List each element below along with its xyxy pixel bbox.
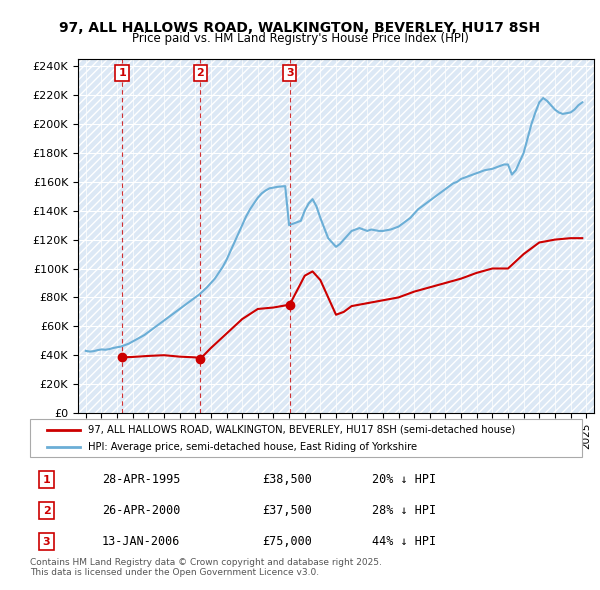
Text: 1: 1 <box>43 474 50 484</box>
Text: 20% ↓ HPI: 20% ↓ HPI <box>372 473 436 486</box>
Text: 13-JAN-2006: 13-JAN-2006 <box>102 535 180 548</box>
Text: 2: 2 <box>196 68 204 78</box>
Text: 28% ↓ HPI: 28% ↓ HPI <box>372 504 436 517</box>
Text: Price paid vs. HM Land Registry's House Price Index (HPI): Price paid vs. HM Land Registry's House … <box>131 32 469 45</box>
Text: Contains HM Land Registry data © Crown copyright and database right 2025.
This d: Contains HM Land Registry data © Crown c… <box>30 558 382 577</box>
Text: 28-APR-1995: 28-APR-1995 <box>102 473 180 486</box>
Text: 97, ALL HALLOWS ROAD, WALKINGTON, BEVERLEY, HU17 8SH: 97, ALL HALLOWS ROAD, WALKINGTON, BEVERL… <box>59 21 541 35</box>
Text: £75,000: £75,000 <box>262 535 312 548</box>
Text: £37,500: £37,500 <box>262 504 312 517</box>
Text: 44% ↓ HPI: 44% ↓ HPI <box>372 535 436 548</box>
Text: 26-APR-2000: 26-APR-2000 <box>102 504 180 517</box>
Text: 2: 2 <box>43 506 50 516</box>
Text: 97, ALL HALLOWS ROAD, WALKINGTON, BEVERLEY, HU17 8SH (semi-detached house): 97, ALL HALLOWS ROAD, WALKINGTON, BEVERL… <box>88 425 515 435</box>
Text: £38,500: £38,500 <box>262 473 312 486</box>
Text: HPI: Average price, semi-detached house, East Riding of Yorkshire: HPI: Average price, semi-detached house,… <box>88 441 417 451</box>
Text: 3: 3 <box>286 68 293 78</box>
Text: 1: 1 <box>118 68 126 78</box>
FancyBboxPatch shape <box>30 419 582 457</box>
Text: 3: 3 <box>43 537 50 547</box>
